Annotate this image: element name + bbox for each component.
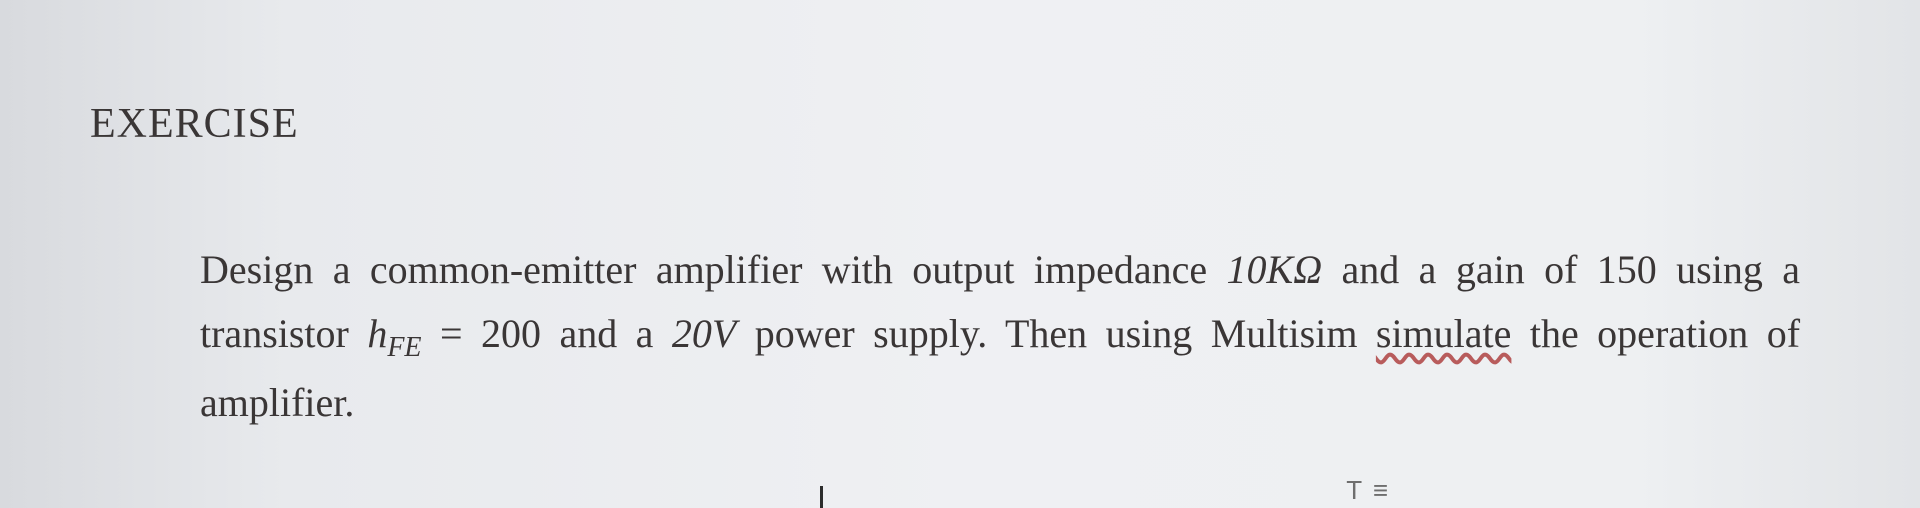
hfe-value: 200 xyxy=(481,311,541,356)
hfe-subscript: FE xyxy=(387,332,421,363)
gain-value: 150 xyxy=(1597,247,1657,292)
impedance-value: 10KΩ xyxy=(1227,247,1323,292)
hfe-equals: = xyxy=(422,311,481,356)
text-segment: and a xyxy=(541,311,672,356)
cursor-tick-icon xyxy=(820,486,823,508)
exercise-heading: EXERCISE xyxy=(90,100,1820,148)
text-segment: and a gain of xyxy=(1322,247,1597,292)
exercise-body: Design a common-emitter amplifier with o… xyxy=(200,238,1800,435)
spellcheck-word: simulate xyxy=(1376,311,1512,356)
paragraph-marks-icon: T ≡ xyxy=(1346,475,1390,506)
page-bottom-marks: T ≡ xyxy=(0,478,1920,508)
text-segment: Design a common-emitter amplifier with o… xyxy=(200,247,1227,292)
text-segment: power supply. Then using Multisim xyxy=(736,311,1376,356)
supply-value: 20V xyxy=(672,311,736,356)
hfe-variable: h xyxy=(367,311,387,356)
